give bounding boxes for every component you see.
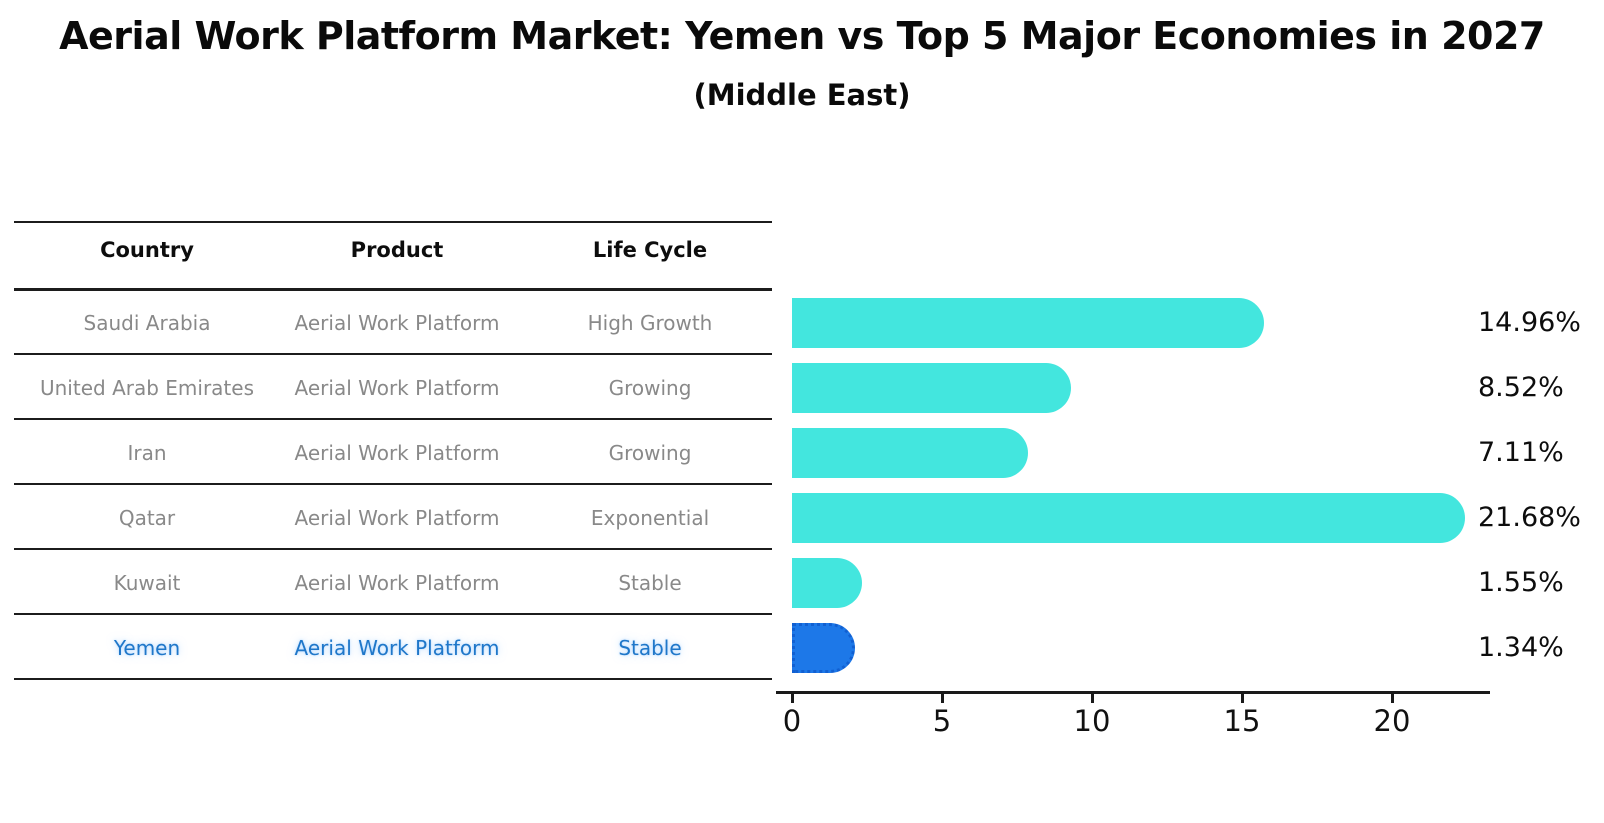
table-cell-product: Aerial Work Platform — [294, 310, 500, 335]
table-cell-life-cycle: Stable — [618, 570, 682, 595]
table-row-rule — [14, 613, 772, 615]
table-row-rule — [14, 418, 772, 420]
x-axis-tick-label: 20 — [1373, 704, 1411, 738]
bar-value-label-iran: 7.11% — [1478, 436, 1564, 468]
table-cell-life-cycle: Stable — [618, 635, 682, 660]
bar-kuwait — [792, 557, 862, 608]
table-cell-country: Saudi Arabia — [83, 310, 211, 335]
bar-yemen — [792, 622, 855, 673]
column-header-product: Product — [350, 238, 444, 262]
x-axis-tick-label: 5 — [932, 704, 952, 738]
chart-title: Aerial Work Platform Market: Yemen vs To… — [59, 14, 1545, 58]
table-row-rule — [14, 678, 772, 680]
x-axis-tick — [1240, 692, 1244, 703]
table-cell-country: Iran — [127, 440, 167, 465]
table-cell-life-cycle: Growing — [608, 375, 692, 400]
table-cell-product: Aerial Work Platform — [294, 375, 500, 400]
table-cell-country: Kuwait — [113, 570, 181, 595]
bar-value-label-yemen: 1.34% — [1478, 631, 1564, 663]
table-header-rule — [14, 288, 772, 291]
chart-subtitle: (Middle East) — [693, 78, 911, 112]
table-cell-country: Qatar — [118, 505, 176, 530]
column-header-life-cycle: Life Cycle — [592, 238, 708, 262]
bar-value-label-saudi-arabia: 14.96% — [1478, 306, 1581, 338]
x-axis-line — [776, 691, 1490, 694]
x-axis-tick — [790, 692, 794, 703]
bar-united-arab-emirates — [792, 362, 1071, 413]
table-cell-product: Aerial Work Platform — [294, 570, 500, 595]
table-cell-life-cycle: High Growth — [587, 310, 713, 335]
bar-value-label-qatar: 21.68% — [1478, 501, 1581, 533]
x-axis-tick-label: 15 — [1223, 704, 1261, 738]
table-cell-life-cycle: Exponential — [590, 505, 710, 530]
table-cell-country: United Arab Emirates — [39, 375, 255, 400]
bar-value-label-united-arab-emirates: 8.52% — [1478, 371, 1564, 403]
table-cell-product: Aerial Work Platform — [294, 505, 500, 530]
x-axis-tick — [1090, 692, 1094, 703]
bar-iran — [792, 427, 1028, 478]
table-row-rule — [14, 353, 772, 355]
table-cell-product: Aerial Work Platform — [294, 440, 500, 465]
x-axis-tick-label: 0 — [782, 704, 802, 738]
table-cell-product: Aerial Work Platform — [294, 635, 500, 660]
table-cell-country: Yemen — [113, 635, 181, 660]
x-axis-tick-label: 10 — [1073, 704, 1111, 738]
table-cell-life-cycle: Growing — [608, 440, 692, 465]
table-row-rule — [14, 548, 772, 550]
bar-saudi-arabia — [792, 297, 1264, 348]
bar-qatar — [792, 492, 1465, 543]
bar-value-label-kuwait: 1.55% — [1478, 566, 1564, 598]
column-header-country: Country — [100, 238, 194, 262]
table-row-rule — [14, 483, 772, 485]
x-axis-tick — [1390, 692, 1394, 703]
x-axis-tick — [940, 692, 944, 703]
table-top-rule — [14, 221, 772, 223]
